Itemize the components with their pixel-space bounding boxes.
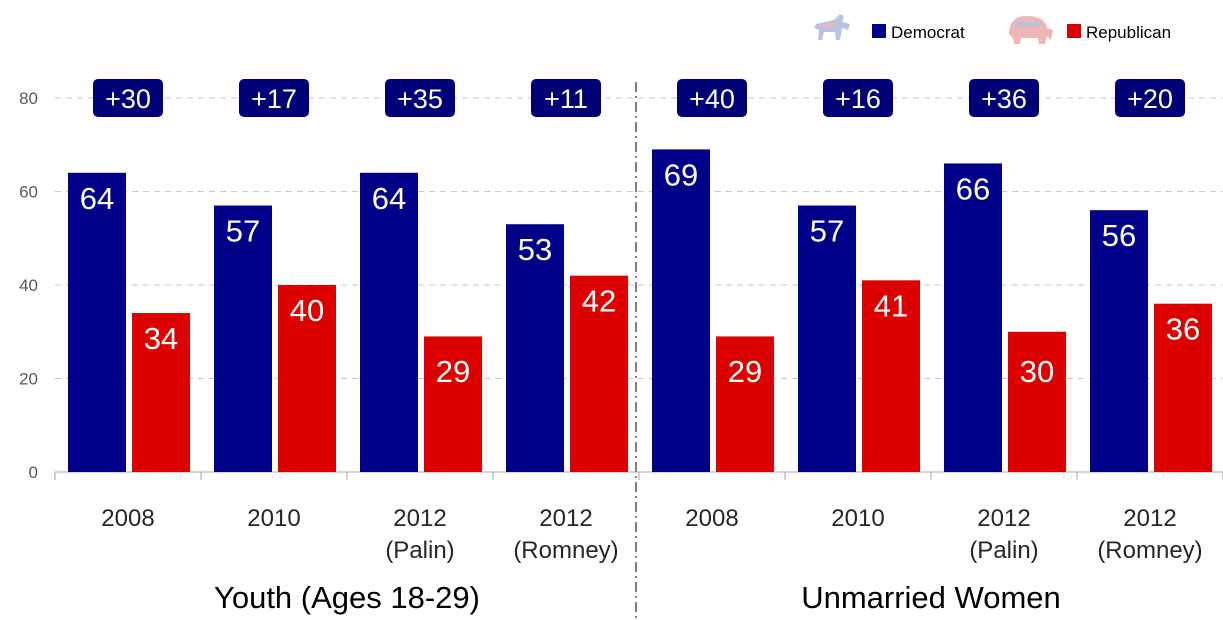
margin-badge: [823, 79, 893, 117]
labels: 0 20 40 60 80 64 34 +30 2008 57 40 +17 2010 64 29 +35 20…: [19, 84, 1203, 615]
data-label-republican: 41: [874, 288, 908, 323]
y-tick-label: 60: [19, 183, 38, 202]
margin-label: +20: [1127, 84, 1173, 114]
y-tick-label: 80: [19, 89, 38, 108]
bar-democrat: [1090, 210, 1148, 472]
group-label: Unmarried Women: [801, 580, 1061, 615]
data-label-republican: 36: [1166, 312, 1200, 347]
bar-republican: [862, 280, 920, 472]
legend-swatch-republican: [1067, 24, 1081, 38]
x-tick-label: 2008: [685, 505, 738, 532]
x-tick-sublabel: (Romney): [513, 537, 618, 564]
margin-badge: [385, 79, 455, 117]
data-label-democrat: 69: [664, 157, 698, 192]
bar-democrat: [214, 205, 272, 472]
data-label-democrat: 66: [956, 171, 990, 206]
x-tick-label: 2012: [977, 505, 1030, 532]
bar-democrat: [360, 172, 418, 473]
data-label-democrat: 57: [226, 214, 260, 249]
margin-badge: [93, 79, 163, 117]
bar-republican: [1154, 303, 1212, 472]
margin-badge: [969, 79, 1039, 117]
bar-republican: [570, 275, 628, 472]
elephant-icon: [1009, 16, 1053, 44]
margin-badge: [239, 79, 309, 117]
data-label-republican: 42: [582, 284, 616, 319]
data-label-democrat: 64: [80, 181, 114, 216]
margin-badge: [531, 79, 601, 117]
margin-label: +16: [835, 84, 881, 114]
bar-democrat: [798, 205, 856, 472]
bars: [68, 79, 1212, 473]
data-label-democrat: 57: [810, 214, 844, 249]
donkey-icon: [814, 14, 850, 40]
legend: Democrat Republican: [814, 14, 1171, 44]
legend-swatch-democrat: [872, 24, 886, 38]
data-label-republican: 40: [290, 293, 324, 328]
bar-democrat: [944, 163, 1002, 472]
legend-label-republican: Republican: [1086, 23, 1171, 42]
data-label-democrat: 53: [518, 232, 552, 267]
x-tick-label: 2010: [247, 505, 300, 532]
x-tick-sublabel: (Palin): [385, 537, 454, 564]
x-tick-label: 2012: [539, 505, 592, 532]
margin-badge: [677, 79, 747, 117]
y-tick-label: 40: [19, 276, 38, 295]
margin-label: +30: [105, 84, 151, 114]
data-label-republican: 30: [1020, 354, 1054, 389]
margin-label: +17: [251, 84, 297, 114]
data-label-republican: 29: [436, 354, 470, 389]
data-label-democrat: 56: [1102, 218, 1136, 253]
margin-label: +36: [981, 84, 1027, 114]
x-tick-label: 2008: [101, 505, 154, 532]
bar-democrat: [652, 149, 710, 473]
x-tick-label: 2010: [831, 505, 884, 532]
y-tick-label: 0: [29, 463, 38, 482]
legend-label-democrat: Democrat: [891, 23, 965, 42]
y-tick-label: 20: [19, 370, 38, 389]
data-label-republican: 29: [728, 354, 762, 389]
bar-republican: [424, 336, 482, 472]
bar-republican: [278, 285, 336, 472]
group-label: Youth (Ages 18-29): [214, 580, 480, 615]
margin-label: +40: [689, 84, 735, 114]
bar-democrat: [68, 172, 126, 473]
margin-label: +11: [544, 84, 588, 114]
bar-republican: [716, 336, 774, 472]
bar-republican: [132, 313, 190, 472]
margin-label: +35: [397, 84, 443, 114]
x-tick-label: 2012: [393, 505, 446, 532]
x-tick-sublabel: (Romney): [1097, 537, 1202, 564]
margin-badge: [1115, 79, 1185, 117]
x-tick-label: 2012: [1123, 505, 1176, 532]
data-label-republican: 34: [144, 321, 178, 356]
data-label-democrat: 64: [372, 181, 406, 216]
bar-democrat: [506, 224, 564, 472]
bar-republican: [1008, 331, 1066, 472]
x-tick-sublabel: (Palin): [969, 537, 1038, 564]
